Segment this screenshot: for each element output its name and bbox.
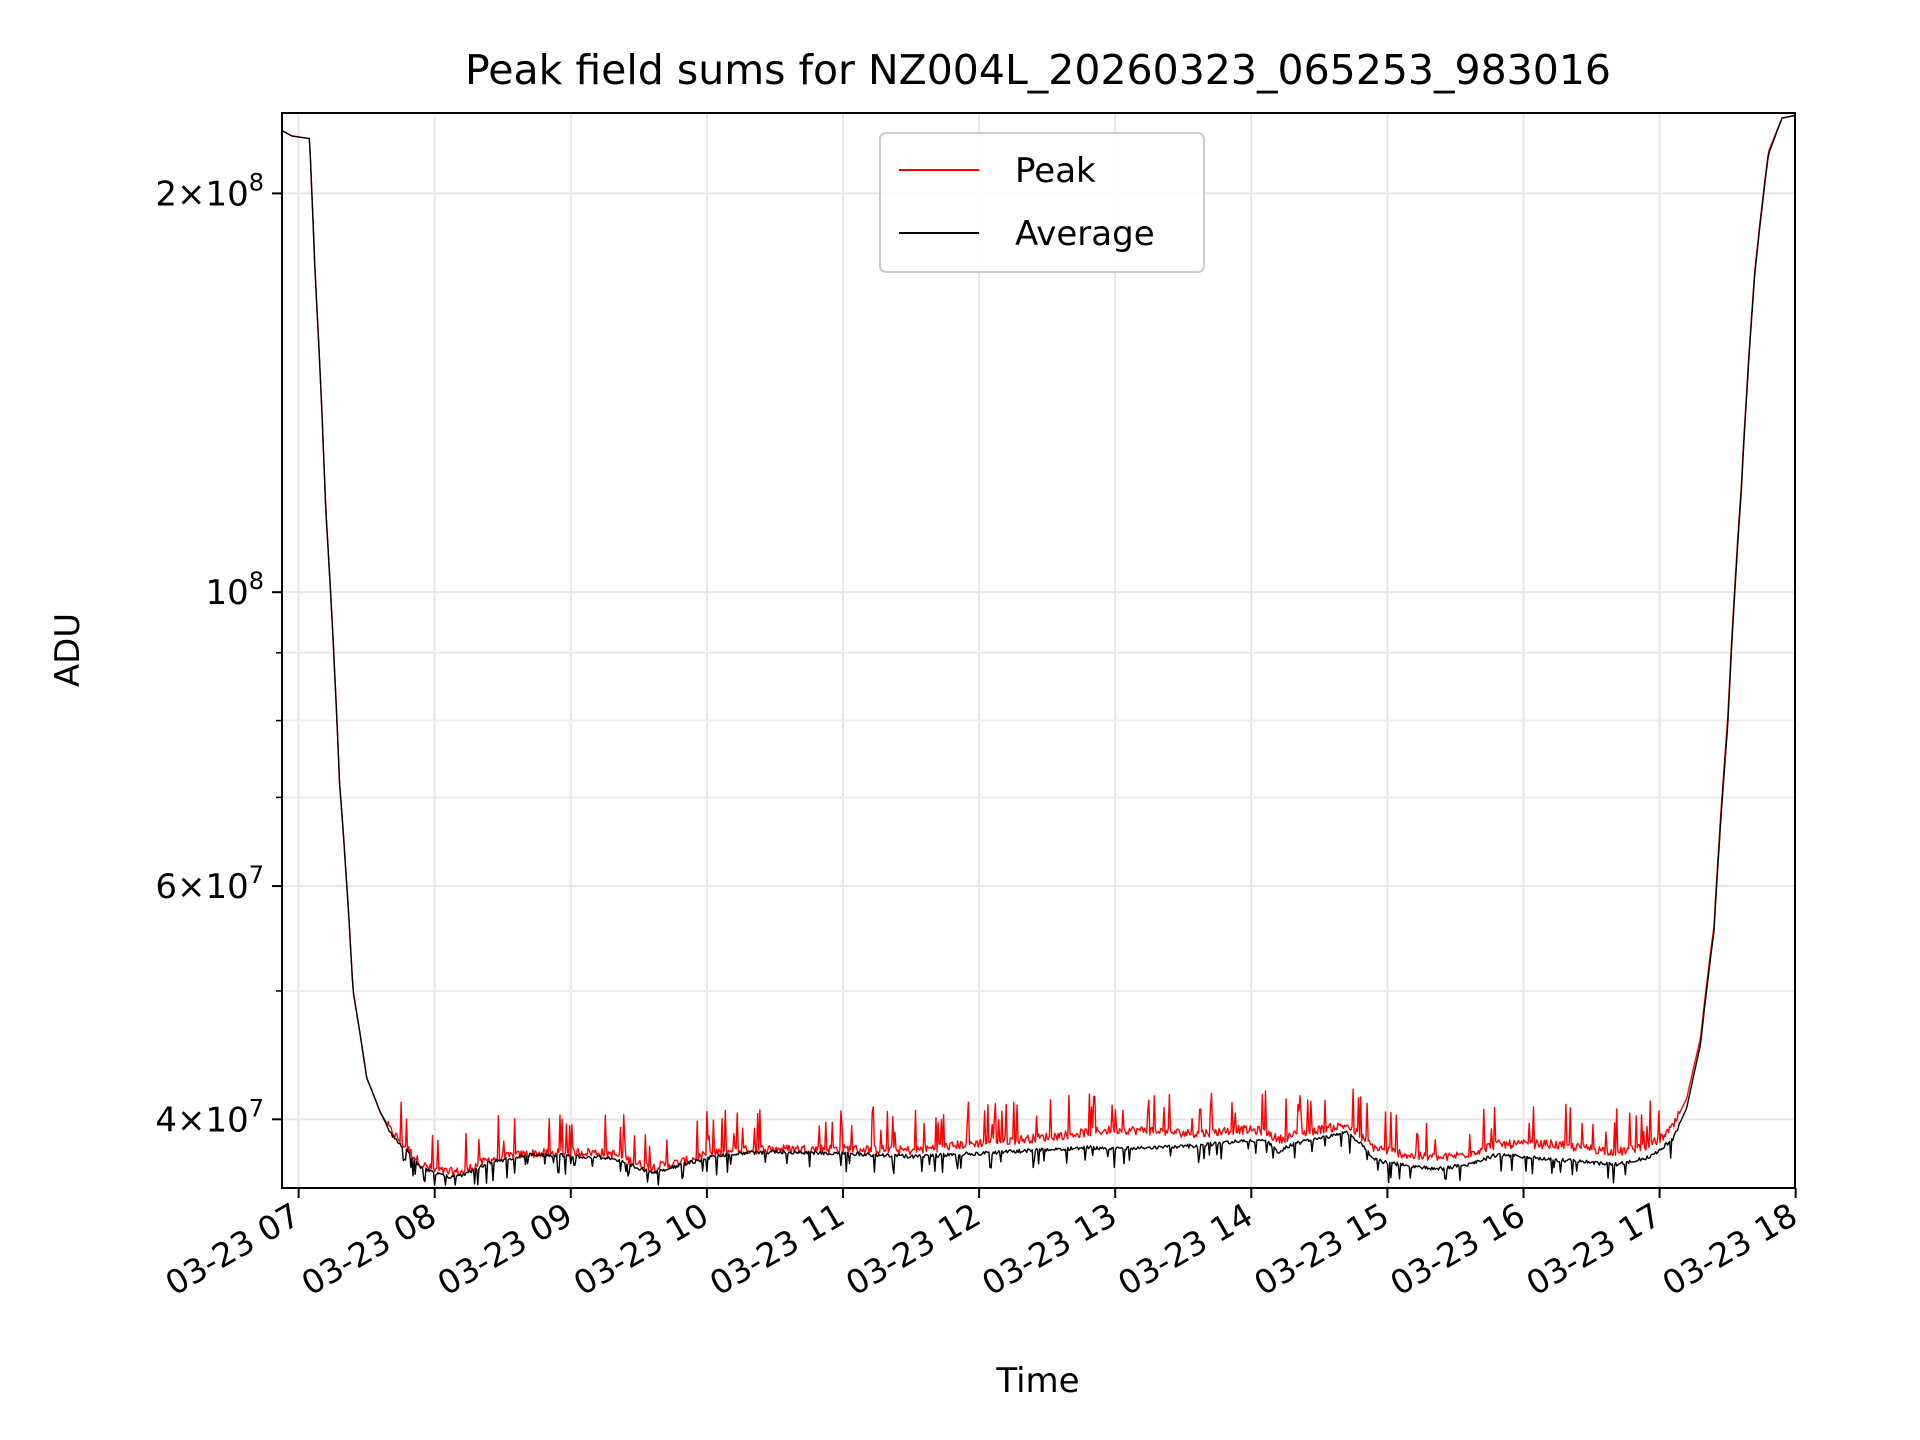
x-axis-label: Time [995, 1361, 1079, 1401]
series-group [281, 114, 1796, 1186]
y-tick-label: 108 [205, 567, 264, 613]
series-line-average [281, 114, 1796, 1186]
legend-box [879, 132, 1205, 273]
grid [282, 113, 1795, 1188]
y-tick-label: 6×107 [155, 861, 264, 907]
legend-label-peak: Peak [1015, 151, 1096, 191]
y-axis-label: ADU [48, 613, 88, 687]
legend-label-average: Average [1015, 214, 1155, 254]
legend: Peak Average [879, 132, 1205, 273]
y-tick-label: 4×107 [155, 1094, 264, 1140]
plot-frame [281, 112, 1796, 1189]
chart-title: Peak field sums for NZ004L_20260323_0652… [465, 46, 1611, 94]
y-tick-label: 2×108 [155, 168, 264, 214]
